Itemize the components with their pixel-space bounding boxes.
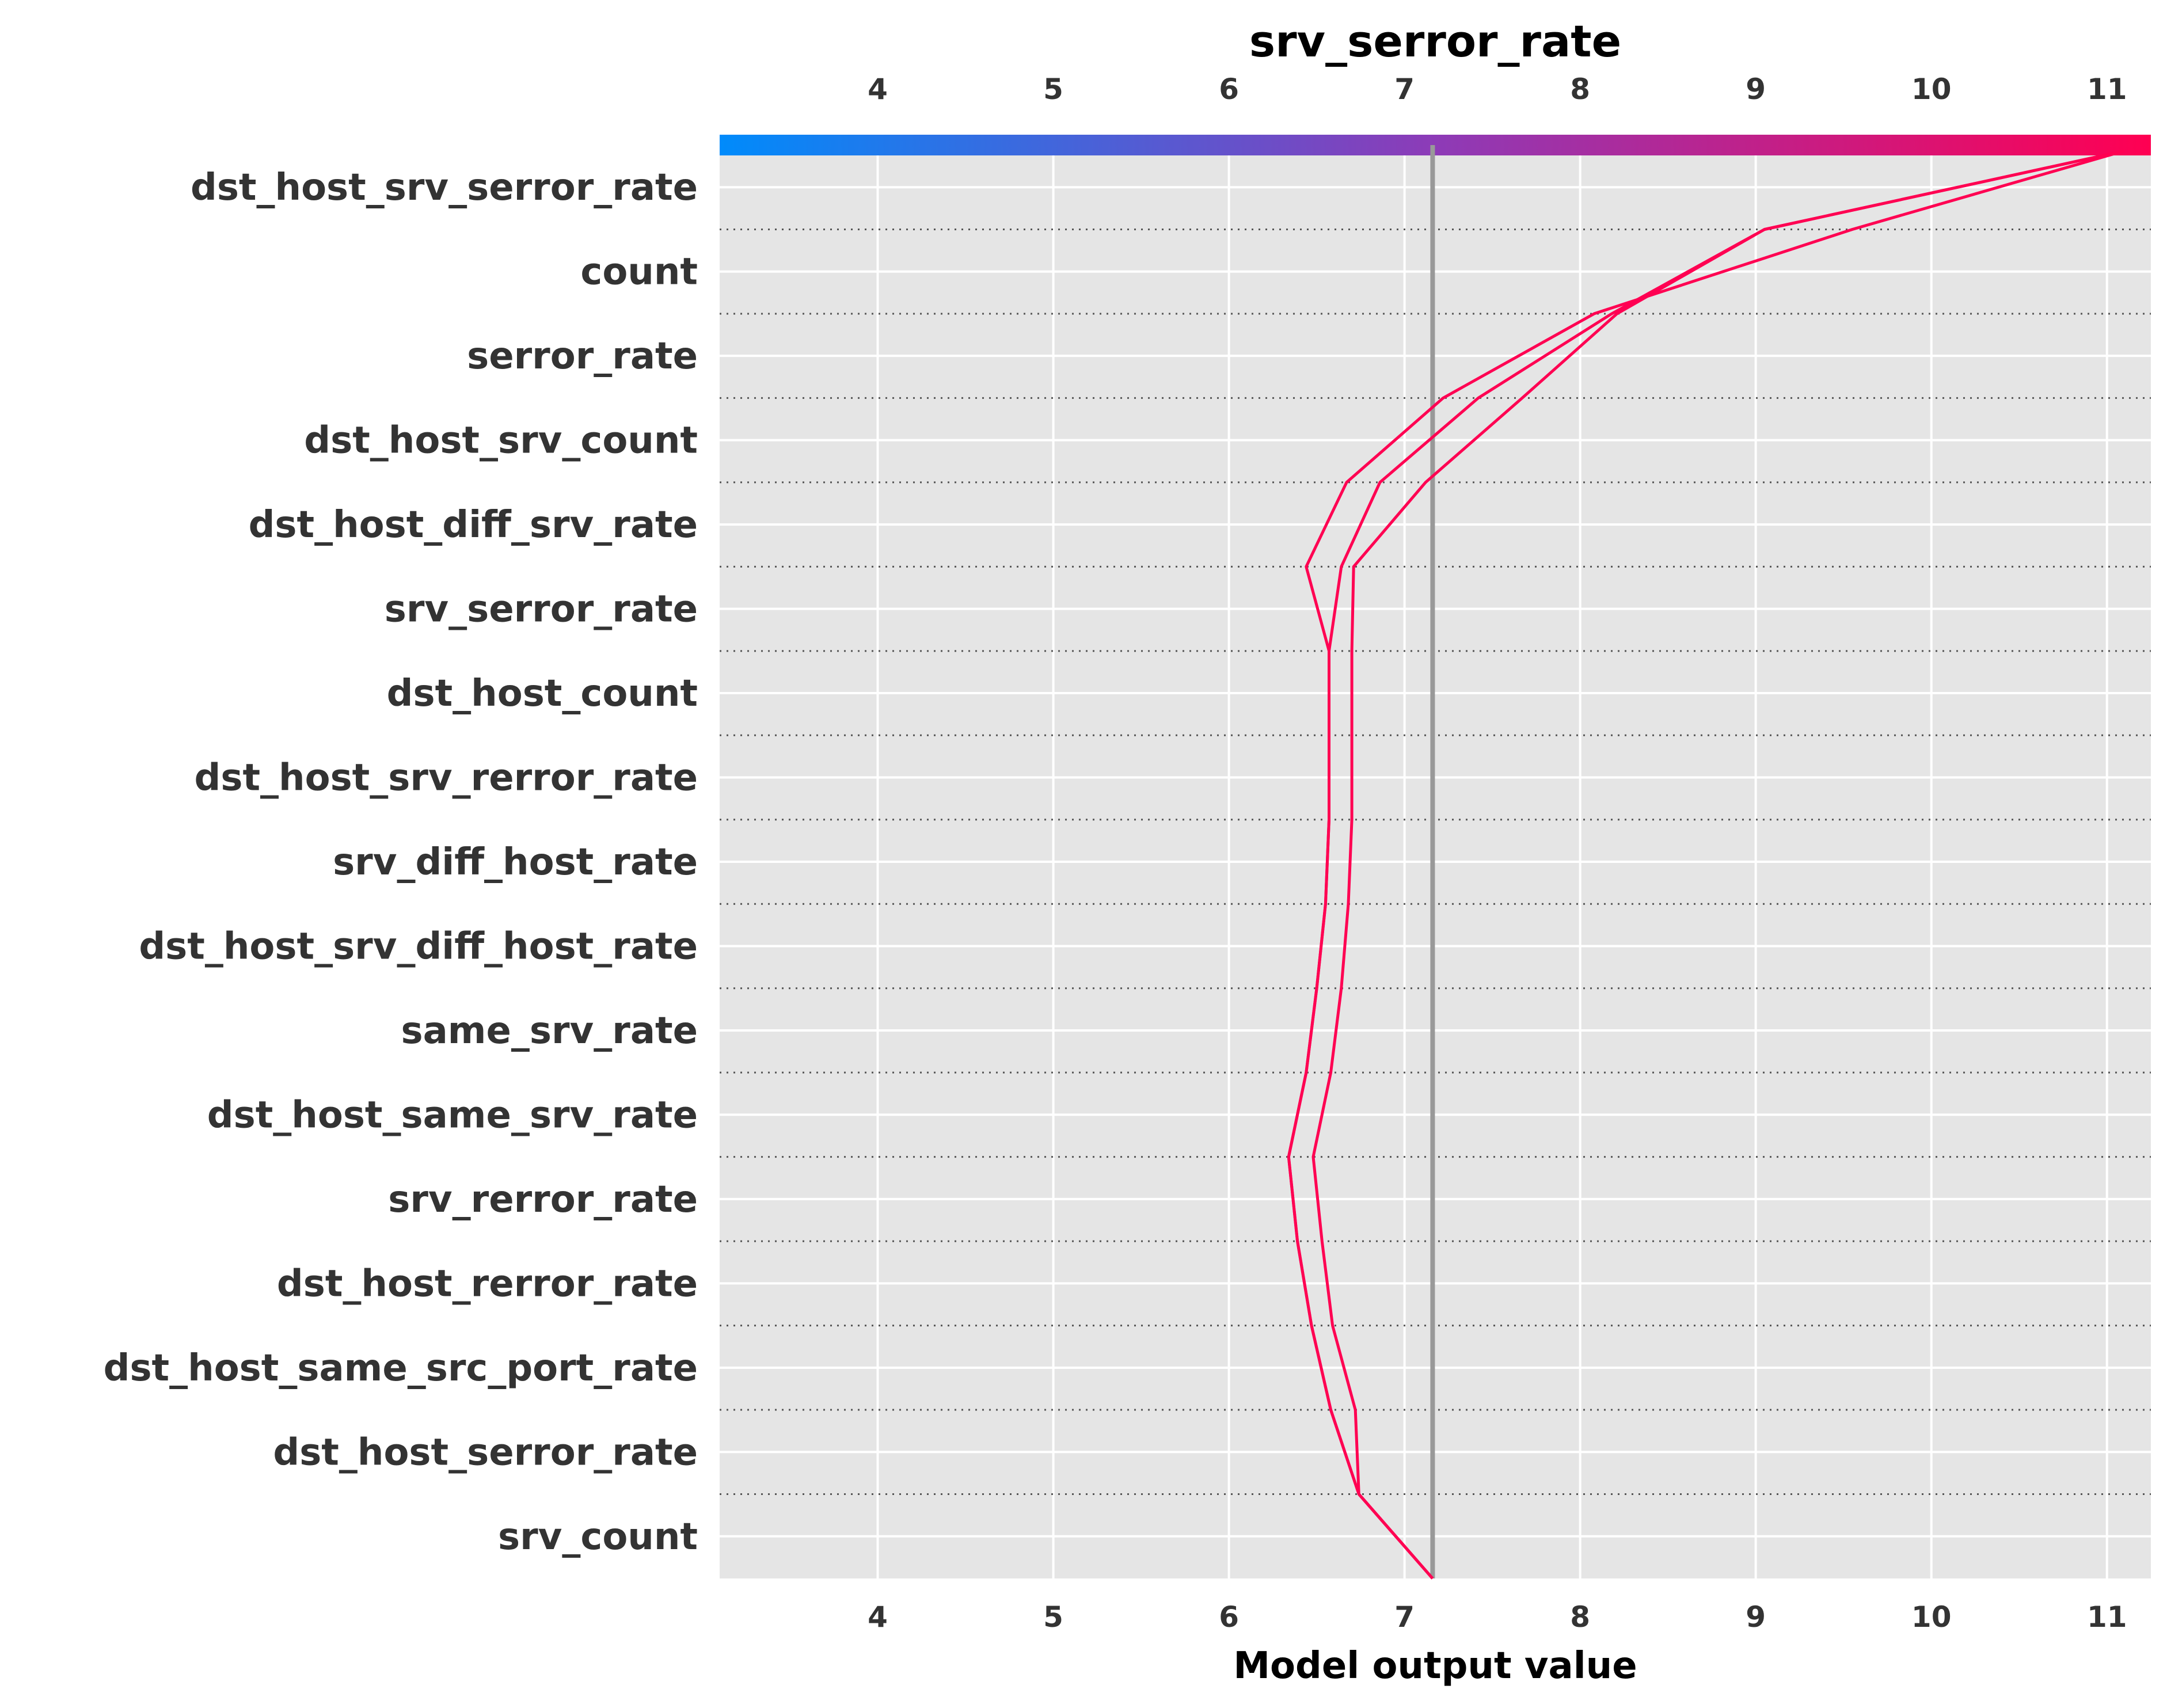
bottom-tick-label: 8	[1570, 1600, 1590, 1634]
bottom-tick-label: 5	[1043, 1600, 1063, 1634]
feature-label: dst_host_srv_rerror_rate	[195, 757, 698, 800]
feature-label: dst_host_serror_rate	[273, 1431, 698, 1474]
decision-line-3	[1287, 149, 2125, 1580]
bottom-tick-label: 4	[868, 1600, 888, 1634]
bottom-axis-ticks: 4 5 6 7 8 9 10 11	[868, 1600, 2127, 1634]
grid-layer	[720, 145, 2151, 1578]
feature-label: same_srv_rate	[401, 1010, 698, 1052]
top-tick-label: 11	[2087, 73, 2127, 106]
bottom-tick-label: 10	[1911, 1600, 1952, 1634]
feature-label: srv_count	[498, 1516, 698, 1558]
feature-label: srv_rerror_rate	[388, 1178, 698, 1221]
bottom-tick-label: 6	[1219, 1600, 1239, 1634]
feature-label: dst_host_rerror_rate	[277, 1262, 698, 1305]
top-tick-label: 5	[1043, 73, 1063, 106]
bottom-tick-label: 9	[1746, 1600, 1766, 1634]
top-tick-label: 7	[1394, 73, 1415, 106]
colorbar	[720, 135, 2151, 155]
feature-label: dst_host_same_srv_rate	[207, 1094, 698, 1136]
feature-label: dst_host_diff_srv_rate	[249, 504, 698, 546]
top-tick-label: 10	[1911, 73, 1952, 106]
top-axis-ticks: 4 5 6 7 8 9 10 11	[868, 73, 2127, 106]
feature-label: dst_host_same_src_port_rate	[104, 1347, 698, 1390]
feature-label: dst_host_srv_serror_rate	[191, 166, 698, 209]
top-tick-label: 9	[1746, 73, 1766, 106]
feature-label: srv_serror_rate	[385, 588, 698, 631]
feature-label: dst_host_srv_diff_host_rate	[139, 925, 698, 968]
top-tick-label: 8	[1570, 73, 1590, 106]
bottom-tick-label: 11	[2087, 1600, 2127, 1634]
top-tick-label: 6	[1219, 73, 1239, 106]
decision-line-2	[1311, 149, 2125, 1580]
x-axis-label: Model output value	[1233, 1645, 1637, 1687]
bottom-tick-label: 7	[1394, 1600, 1415, 1634]
chart-title: srv_serror_rate	[1249, 16, 1621, 67]
feature-label: serror_rate	[467, 335, 698, 378]
feature-label: dst_host_count	[387, 672, 698, 715]
decision-lines	[1287, 149, 2125, 1580]
feature-label: srv_diff_host_rate	[333, 841, 698, 884]
feature-label: count	[580, 251, 698, 294]
feature-label: dst_host_srv_count	[304, 420, 698, 462]
top-tick-label: 4	[868, 73, 888, 106]
